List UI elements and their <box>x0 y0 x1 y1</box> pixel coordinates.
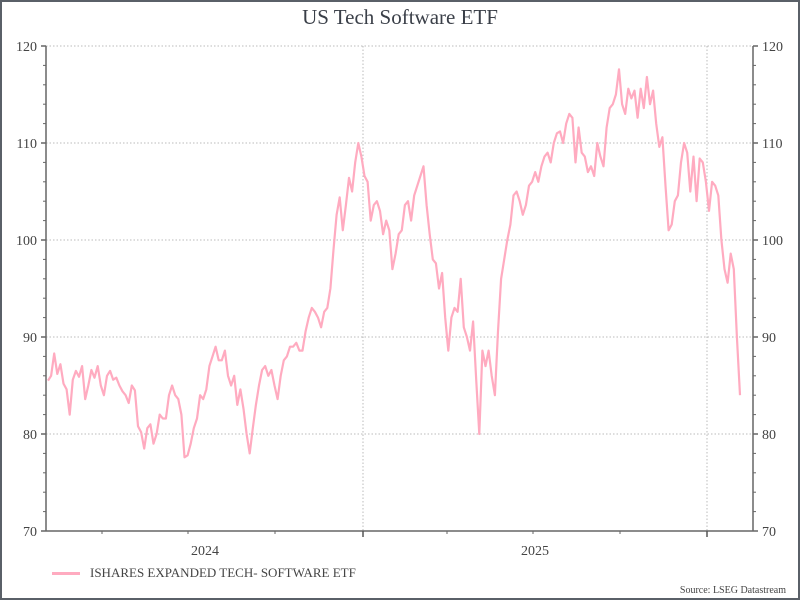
x-tick-label: 2025 <box>521 544 549 559</box>
grid-lines <box>46 45 753 531</box>
y-tick-label: 100 <box>762 234 783 249</box>
y-tick-label: 120 <box>762 40 783 55</box>
y-tick-label: 100 <box>16 234 37 249</box>
axes <box>45 46 754 532</box>
legend-swatch <box>52 571 80 575</box>
y-tick-label: 90 <box>762 331 776 346</box>
x-tick-label: 2024 <box>191 544 219 559</box>
y-tick-label: 110 <box>17 137 37 152</box>
series-line <box>47 68 742 459</box>
x-axis: 2024 2025 <box>101 531 708 559</box>
y-axis-right: 70 80 90 100 110 120 <box>753 40 783 540</box>
y-tick-label: 90 <box>23 331 37 346</box>
chart-title: US Tech Software ETF <box>302 5 498 29</box>
y-tick-label: 120 <box>16 40 37 55</box>
series-layer <box>47 68 742 459</box>
y-tick-label: 70 <box>23 525 37 540</box>
legend: ISHARES EXPANDED TECH- SOFTWARE ETF <box>52 565 356 581</box>
legend-label: ISHARES EXPANDED TECH- SOFTWARE ETF <box>90 565 356 580</box>
y-tick-label: 70 <box>762 525 776 540</box>
y-axis-left: 70 80 90 100 110 120 <box>16 40 46 540</box>
y-tick-label: 80 <box>23 428 37 443</box>
y-tick-label: 110 <box>762 137 782 152</box>
source-note: Source: LSEG Datastream <box>679 585 786 596</box>
y-tick-label: 80 <box>762 428 776 443</box>
